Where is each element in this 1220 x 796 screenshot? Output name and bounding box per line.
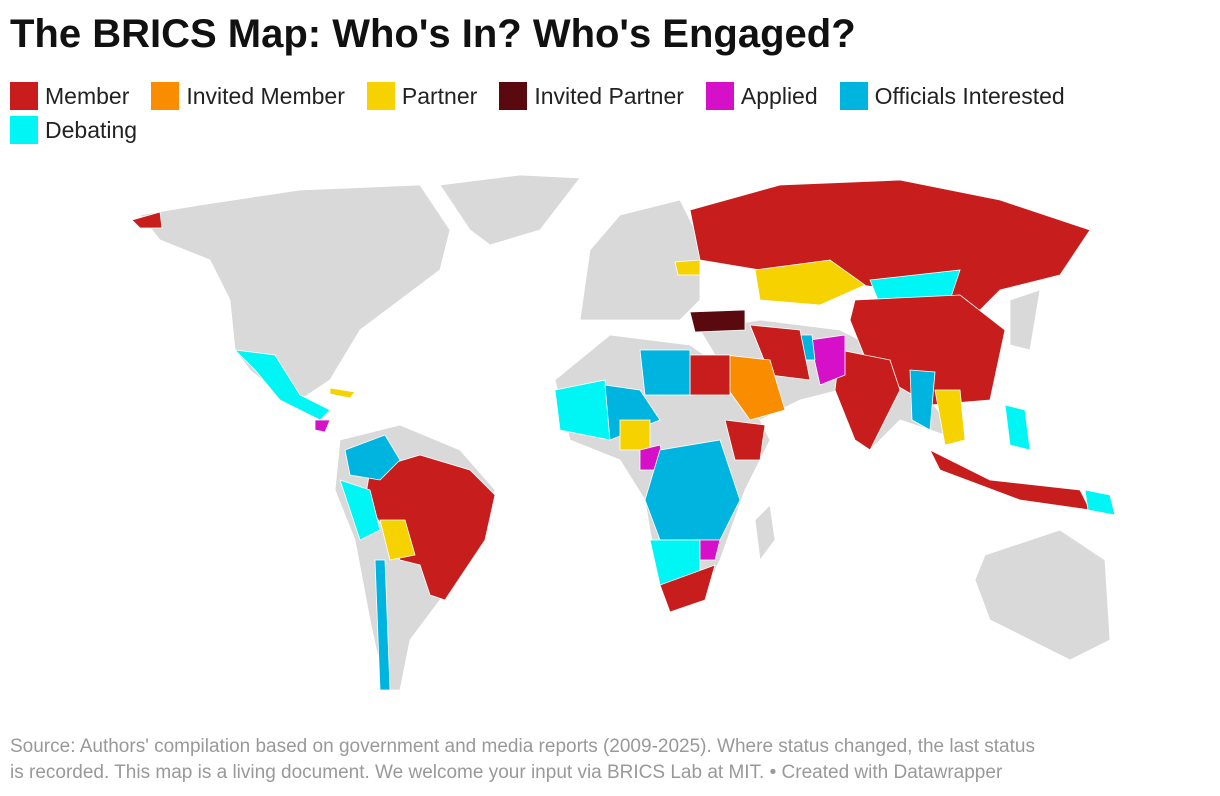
legend-item: Debating	[10, 116, 137, 144]
country	[809, 334, 846, 386]
country	[131, 211, 163, 229]
legend-item: Invited Member	[151, 82, 345, 110]
land	[139, 184, 451, 401]
legend-label: Member	[45, 82, 130, 109]
country	[619, 419, 651, 451]
country	[639, 349, 691, 396]
legend-label: Invited Partner	[534, 82, 684, 109]
source-line: Source: Authors' compilation based on go…	[10, 736, 1035, 757]
land	[439, 174, 581, 246]
legend-label: Applied	[740, 82, 818, 109]
country	[314, 419, 331, 433]
country	[329, 387, 356, 399]
legend: Member Invited Member Partner Invited Partn…	[10, 82, 1160, 144]
source-text: is recorded. This map is a living docume…	[10, 762, 765, 783]
legend-label: Partner	[401, 82, 478, 109]
country	[909, 369, 936, 431]
legend-item: Invited Partner	[499, 82, 684, 110]
country	[374, 559, 391, 691]
country	[929, 449, 1091, 511]
country	[934, 389, 966, 446]
country	[689, 354, 731, 396]
country	[339, 479, 381, 541]
legend-item: Member	[10, 82, 129, 110]
country	[834, 349, 901, 451]
credit: • Created with Datawrapper	[769, 762, 1003, 783]
country	[344, 434, 401, 481]
country	[699, 539, 721, 561]
country	[659, 564, 716, 613]
legend-label: Officials Interested	[874, 82, 1065, 109]
legend-item: Partner	[366, 82, 478, 110]
country	[754, 259, 866, 306]
country	[749, 324, 811, 381]
legend-swatch	[839, 82, 868, 110]
legend-item: Officials Interested	[839, 82, 1065, 110]
country	[1084, 489, 1116, 516]
legend-label: Debating	[45, 116, 138, 143]
country	[233, 349, 331, 421]
country	[379, 519, 416, 561]
land	[754, 504, 776, 562]
land	[1009, 289, 1041, 351]
footer: Source: Authors' compilation based on go…	[10, 734, 1035, 786]
world-map	[131, 174, 1116, 691]
country	[604, 384, 661, 441]
legend-swatch	[705, 82, 734, 110]
legend-swatch	[10, 82, 38, 110]
country	[554, 379, 611, 441]
title: The BRICS Map: Who's In? Who's Engaged?	[10, 12, 856, 56]
legend-swatch	[10, 116, 38, 144]
source-line: is recorded. This map is a living docume…	[10, 760, 1035, 786]
legend-label: Invited Member	[186, 82, 345, 109]
country	[1004, 404, 1031, 451]
land	[579, 199, 701, 321]
country	[674, 259, 701, 276]
legend-swatch	[366, 82, 395, 110]
country	[724, 419, 766, 461]
legend-item: Applied	[705, 82, 818, 110]
legend-swatch	[151, 82, 180, 110]
country	[689, 309, 746, 333]
legend-swatch	[499, 82, 528, 110]
land	[974, 529, 1111, 661]
